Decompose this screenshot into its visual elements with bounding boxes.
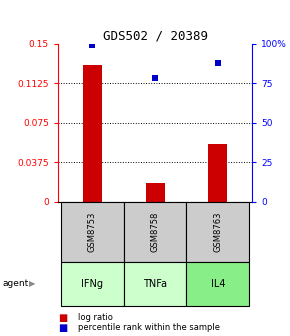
Bar <box>186 202 249 262</box>
Text: IFNg: IFNg <box>81 279 104 289</box>
Bar <box>209 144 227 202</box>
Bar <box>124 262 186 306</box>
Bar <box>61 202 124 262</box>
Bar <box>83 65 102 202</box>
Text: ■: ■ <box>58 312 67 323</box>
Bar <box>124 202 186 262</box>
Text: GSM8753: GSM8753 <box>88 212 97 252</box>
Bar <box>186 262 249 306</box>
Text: ■: ■ <box>58 323 67 333</box>
Text: log ratio: log ratio <box>78 313 113 322</box>
Title: GDS502 / 20389: GDS502 / 20389 <box>103 30 208 43</box>
Text: agent: agent <box>3 280 29 288</box>
Text: TNFa: TNFa <box>143 279 167 289</box>
Text: IL4: IL4 <box>211 279 225 289</box>
Bar <box>146 183 164 202</box>
Text: GSM8758: GSM8758 <box>151 212 160 252</box>
Bar <box>61 262 124 306</box>
Text: ▶: ▶ <box>29 280 35 288</box>
Text: GSM8763: GSM8763 <box>213 212 222 252</box>
Text: percentile rank within the sample: percentile rank within the sample <box>78 323 220 332</box>
